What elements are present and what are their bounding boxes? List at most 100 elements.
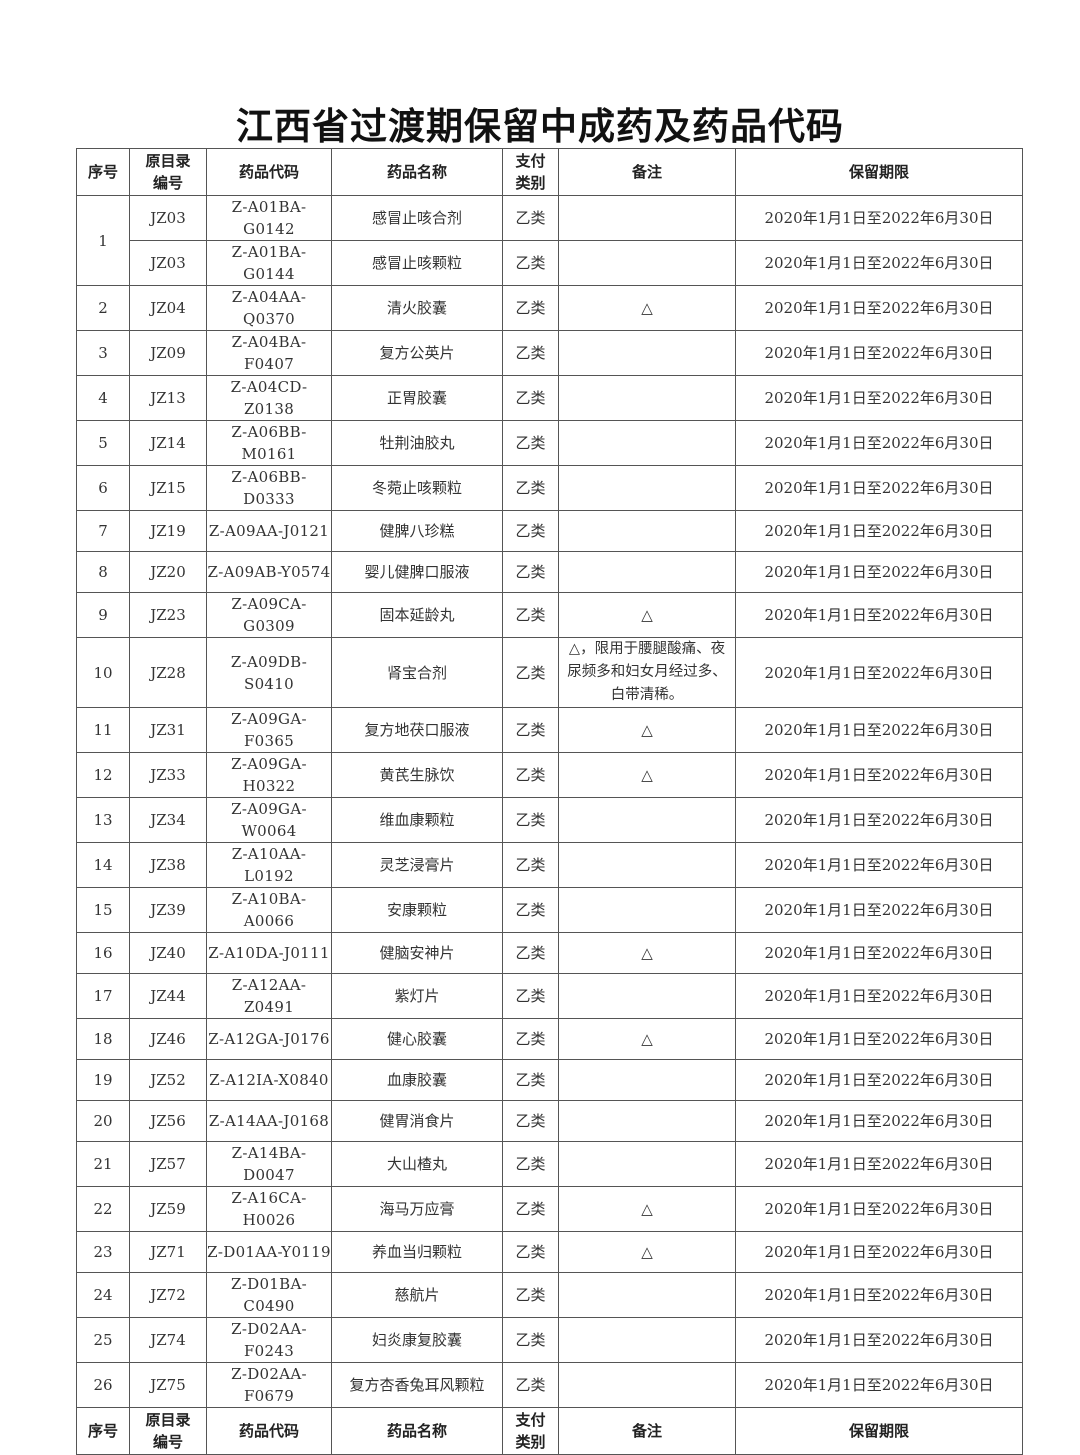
retention-period: 2020年1月1日至2022年6月30日 — [735, 932, 1023, 974]
pay-type: 乙类 — [502, 420, 559, 466]
drug-name: 妇炎康复胶囊 — [331, 1317, 503, 1363]
drug-code: Z-D02AA-F0679 — [206, 1362, 332, 1408]
old-catalog-no: JZ15 — [129, 465, 207, 511]
pay-type: 乙类 — [502, 707, 559, 753]
note — [558, 973, 736, 1019]
row-number: 19 — [76, 1059, 130, 1101]
table-header-repeat: 序号 原目录 编号 药品代码 药品名称 支付 类别 备注 保留期限 — [76, 1407, 1023, 1455]
drug-code: Z-A09DB-S0410 — [206, 637, 332, 708]
pay-type: 乙类 — [502, 1362, 559, 1408]
retention-period: 2020年1月1日至2022年6月30日 — [735, 551, 1023, 593]
note — [558, 1141, 736, 1187]
row-number: 15 — [76, 887, 130, 933]
drug-name: 复方公英片 — [331, 330, 503, 376]
header-drug-name: 药品名称 — [331, 1407, 503, 1455]
table-row: 8 JZ20 Z-A09AB-Y0574 婴儿健脾口服液 乙类 2020年1月1日至202… — [76, 551, 1023, 593]
retention-period: 2020年1月1日至2022年6月30日 — [735, 797, 1023, 843]
note: △ — [558, 752, 736, 798]
pay-type: 乙类 — [502, 1317, 559, 1363]
row-number: 12 — [76, 752, 130, 798]
table-row: 16 JZ40 Z-A10DA-J0111 健脑安神片 乙类 △ 2020年1月1日至202… — [76, 932, 1023, 974]
header-no: 序号 — [76, 148, 130, 196]
table-row: 3 JZ09 Z-A04BA-F0407 复方公英片 乙类 2020年1月1日至2022年… — [76, 330, 1023, 376]
pay-type: 乙类 — [502, 1272, 559, 1318]
row-number: 20 — [76, 1100, 130, 1142]
row-number: 17 — [76, 973, 130, 1019]
retention-period: 2020年1月1日至2022年6月30日 — [735, 285, 1023, 331]
table-row: 18 JZ46 Z-A12GA-J0176 健心胶囊 乙类 △ 2020年1月1日至2022… — [76, 1018, 1023, 1060]
drug-code: Z-D01BA-C0490 — [206, 1272, 332, 1318]
drug-name: 维血康颗粒 — [331, 797, 503, 843]
old-catalog-no: JZ44 — [129, 973, 207, 1019]
retention-period: 2020年1月1日至2022年6月30日 — [735, 330, 1023, 376]
drug-code: Z-A06BB-D0333 — [206, 465, 332, 511]
pay-type: 乙类 — [502, 1059, 559, 1101]
old-catalog-no: JZ31 — [129, 707, 207, 753]
old-catalog-no: JZ04 — [129, 285, 207, 331]
pay-type: 乙类 — [502, 465, 559, 511]
drug-code: Z-A09CA-G0309 — [206, 592, 332, 638]
drug-code: Z-A10DA-J0111 — [206, 932, 332, 974]
pay-type: 乙类 — [502, 842, 559, 888]
drug-code: Z-A09AA-J0121 — [206, 510, 332, 552]
header-catalog-line: 原目录 — [145, 1411, 191, 1429]
note: △ — [558, 932, 736, 974]
old-catalog-no: JZ33 — [129, 752, 207, 798]
row-number: 1 — [76, 195, 130, 286]
note — [558, 330, 736, 376]
header-note: 备注 — [558, 148, 736, 196]
pay-type: 乙类 — [502, 752, 559, 798]
retention-period: 2020年1月1日至2022年6月30日 — [735, 465, 1023, 511]
retention-period: 2020年1月1日至2022年6月30日 — [735, 1059, 1023, 1101]
drug-code: Z-A09AB-Y0574 — [206, 551, 332, 593]
header-catalog-no: 原目录编号 — [129, 148, 207, 196]
row-number: 18 — [76, 1018, 130, 1060]
row-number: 22 — [76, 1186, 130, 1232]
row-number: 9 — [76, 592, 130, 638]
retention-period: 2020年1月1日至2022年6月30日 — [735, 752, 1023, 798]
retention-period: 2020年1月1日至2022年6月30日 — [735, 1141, 1023, 1187]
drug-name: 固本延龄丸 — [331, 592, 503, 638]
row-number: 24 — [76, 1272, 130, 1318]
retention-period: 2020年1月1日至2022年6月30日 — [735, 1272, 1023, 1318]
retention-period: 2020年1月1日至2022年6月30日 — [735, 637, 1023, 708]
drug-name: 健胃消食片 — [331, 1100, 503, 1142]
old-catalog-no: JZ72 — [129, 1272, 207, 1318]
drug-code: Z-A14AA-J0168 — [206, 1100, 332, 1142]
note — [558, 240, 736, 286]
drug-name: 健心胶囊 — [331, 1018, 503, 1060]
table-row: 24 JZ72 Z-D01BA-C0490 慈航片 乙类 2020年1月1日至2022年6… — [76, 1272, 1023, 1318]
drug-name: 灵芝浸膏片 — [331, 842, 503, 888]
pay-type: 乙类 — [502, 1141, 559, 1187]
header-catalog-line: 编号 — [152, 1433, 183, 1451]
table-header: 序号 原目录编号 药品代码 药品名称 支付类别 备注 保留期限 — [76, 148, 1023, 196]
table-row: 21 JZ57 Z-A14BA-D0047 大山楂丸 乙类 2020年1月1日至2022年… — [76, 1141, 1023, 1187]
drug-name: 海马万应膏 — [331, 1186, 503, 1232]
row-number: 10 — [76, 637, 130, 708]
row-number: 25 — [76, 1317, 130, 1363]
drug-name: 健脾八珍糕 — [331, 510, 503, 552]
row-number: 3 — [76, 330, 130, 376]
pay-type: 乙类 — [502, 887, 559, 933]
drug-code: Z-A16CA-H0026 — [206, 1186, 332, 1232]
drug-name: 大山楂丸 — [331, 1141, 503, 1187]
retention-period: 2020年1月1日至2022年6月30日 — [735, 973, 1023, 1019]
header-pay-type: 支付类别 — [502, 148, 559, 196]
old-catalog-no: JZ03 — [129, 195, 207, 241]
drug-code: Z-A04AA-Q0370 — [206, 285, 332, 331]
retention-period: 2020年1月1日至2022年6月30日 — [735, 1317, 1023, 1363]
drug-code: Z-A12IA-X0840 — [206, 1059, 332, 1101]
table-row: 17 JZ44 Z-A12AA-Z0491 紫灯片 乙类 2020年1月1日至2022年6… — [76, 973, 1023, 1019]
drug-name: 血康胶囊 — [331, 1059, 503, 1101]
row-number: 14 — [76, 842, 130, 888]
table-row: 13 JZ34 Z-A09GA-W0064 维血康颗粒 乙类 2020年1月1日至2022… — [76, 797, 1023, 843]
row-number: 23 — [76, 1231, 130, 1273]
pay-type: 乙类 — [502, 240, 559, 286]
old-catalog-no: JZ34 — [129, 797, 207, 843]
note: △，限用于腰腿酸痛、夜尿频多和妇女月经过多、白带清稀。 — [558, 637, 736, 708]
drug-code: Z-A09GA-W0064 — [206, 797, 332, 843]
pay-type: 乙类 — [502, 375, 559, 421]
drug-name: 慈航片 — [331, 1272, 503, 1318]
row-number: 21 — [76, 1141, 130, 1187]
drug-code: Z-A04BA-F0407 — [206, 330, 332, 376]
